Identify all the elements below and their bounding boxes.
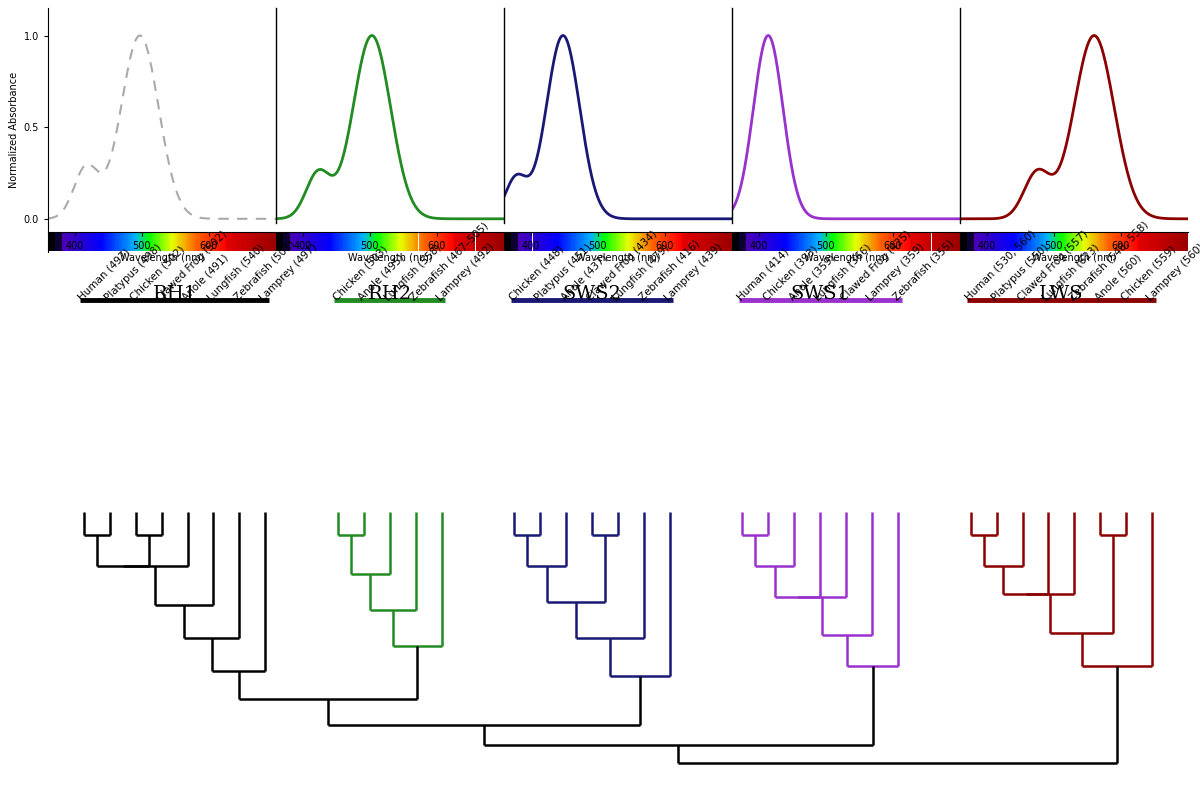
Text: Human (530, 560): Human (530, 560) <box>964 229 1038 302</box>
Bar <box>960 232 967 251</box>
X-axis label: Wavelength (nm): Wavelength (nm) <box>804 253 888 263</box>
Text: Clawed Frog (557): Clawed Frog (557) <box>1015 229 1090 302</box>
Text: Lamprey (497): Lamprey (497) <box>258 241 319 302</box>
Text: Anole (495): Anole (495) <box>356 253 407 302</box>
Text: Anole (437): Anole (437) <box>559 253 610 302</box>
Text: Zebrafish (467–505): Zebrafish (467–505) <box>409 221 491 302</box>
Text: LWS: LWS <box>1039 285 1084 302</box>
Text: Platypus (498): Platypus (498) <box>103 242 163 302</box>
Text: Clawed Frog (502): Clawed Frog (502) <box>155 229 228 302</box>
Text: Chicken (502): Chicken (502) <box>128 244 187 302</box>
Text: Lamprey (560): Lamprey (560) <box>1145 241 1200 302</box>
Text: Zebrafish (501): Zebrafish (501) <box>233 238 296 302</box>
Bar <box>732 232 739 251</box>
Text: Lungfish (558): Lungfish (558) <box>383 242 443 302</box>
Text: Platypus (550): Platypus (550) <box>990 242 1050 302</box>
Text: RH2: RH2 <box>367 285 412 302</box>
Text: Human (414): Human (414) <box>736 247 791 302</box>
Text: Clawed Frog (434): Clawed Frog (434) <box>584 229 659 302</box>
Text: RH1: RH1 <box>152 285 197 302</box>
Text: SWS2: SWS2 <box>563 285 622 302</box>
Text: Chicken (393): Chicken (393) <box>761 244 820 302</box>
Text: Human (497): Human (497) <box>77 247 132 302</box>
Text: Platypus (451): Platypus (451) <box>533 242 594 302</box>
Y-axis label: Normalized Absorbance: Normalized Absorbance <box>10 72 19 188</box>
Text: Lamprey (439): Lamprey (439) <box>662 241 724 302</box>
X-axis label: Wavelength (nm): Wavelength (nm) <box>120 253 204 263</box>
X-axis label: Wavelength (nm): Wavelength (nm) <box>576 253 660 263</box>
Text: Clawed Frog (425): Clawed Frog (425) <box>839 229 913 302</box>
Text: Lungfish (540): Lungfish (540) <box>206 242 266 302</box>
Text: Lungfish (479): Lungfish (479) <box>611 242 671 302</box>
Text: Lamprey (359): Lamprey (359) <box>865 241 926 302</box>
Text: Chicken (503): Chicken (503) <box>331 244 389 302</box>
Text: SWS1: SWS1 <box>791 285 850 302</box>
X-axis label: Wavelength (nm): Wavelength (nm) <box>348 253 432 263</box>
Text: Lungfish (366): Lungfish (366) <box>814 242 874 302</box>
X-axis label: Wavelength (nm): Wavelength (nm) <box>1032 253 1116 263</box>
Text: Zebrafish (548, 558): Zebrafish (548, 558) <box>1067 220 1151 302</box>
Text: Anole (491): Anole (491) <box>180 253 230 302</box>
Bar <box>276 232 283 251</box>
Text: Chicken (559): Chicken (559) <box>1120 244 1177 302</box>
Text: Chicken (448): Chicken (448) <box>508 244 565 302</box>
Text: Zebrafish (416): Zebrafish (416) <box>637 238 701 302</box>
Bar <box>48 232 55 251</box>
Bar <box>504 232 511 251</box>
Text: Anole (560): Anole (560) <box>1093 253 1144 302</box>
Text: Lungfish (623): Lungfish (623) <box>1042 242 1102 302</box>
Text: Lamprey (492): Lamprey (492) <box>434 241 496 302</box>
Text: Zebrafish (355): Zebrafish (355) <box>892 238 955 302</box>
Text: Anole (359): Anole (359) <box>787 253 838 302</box>
